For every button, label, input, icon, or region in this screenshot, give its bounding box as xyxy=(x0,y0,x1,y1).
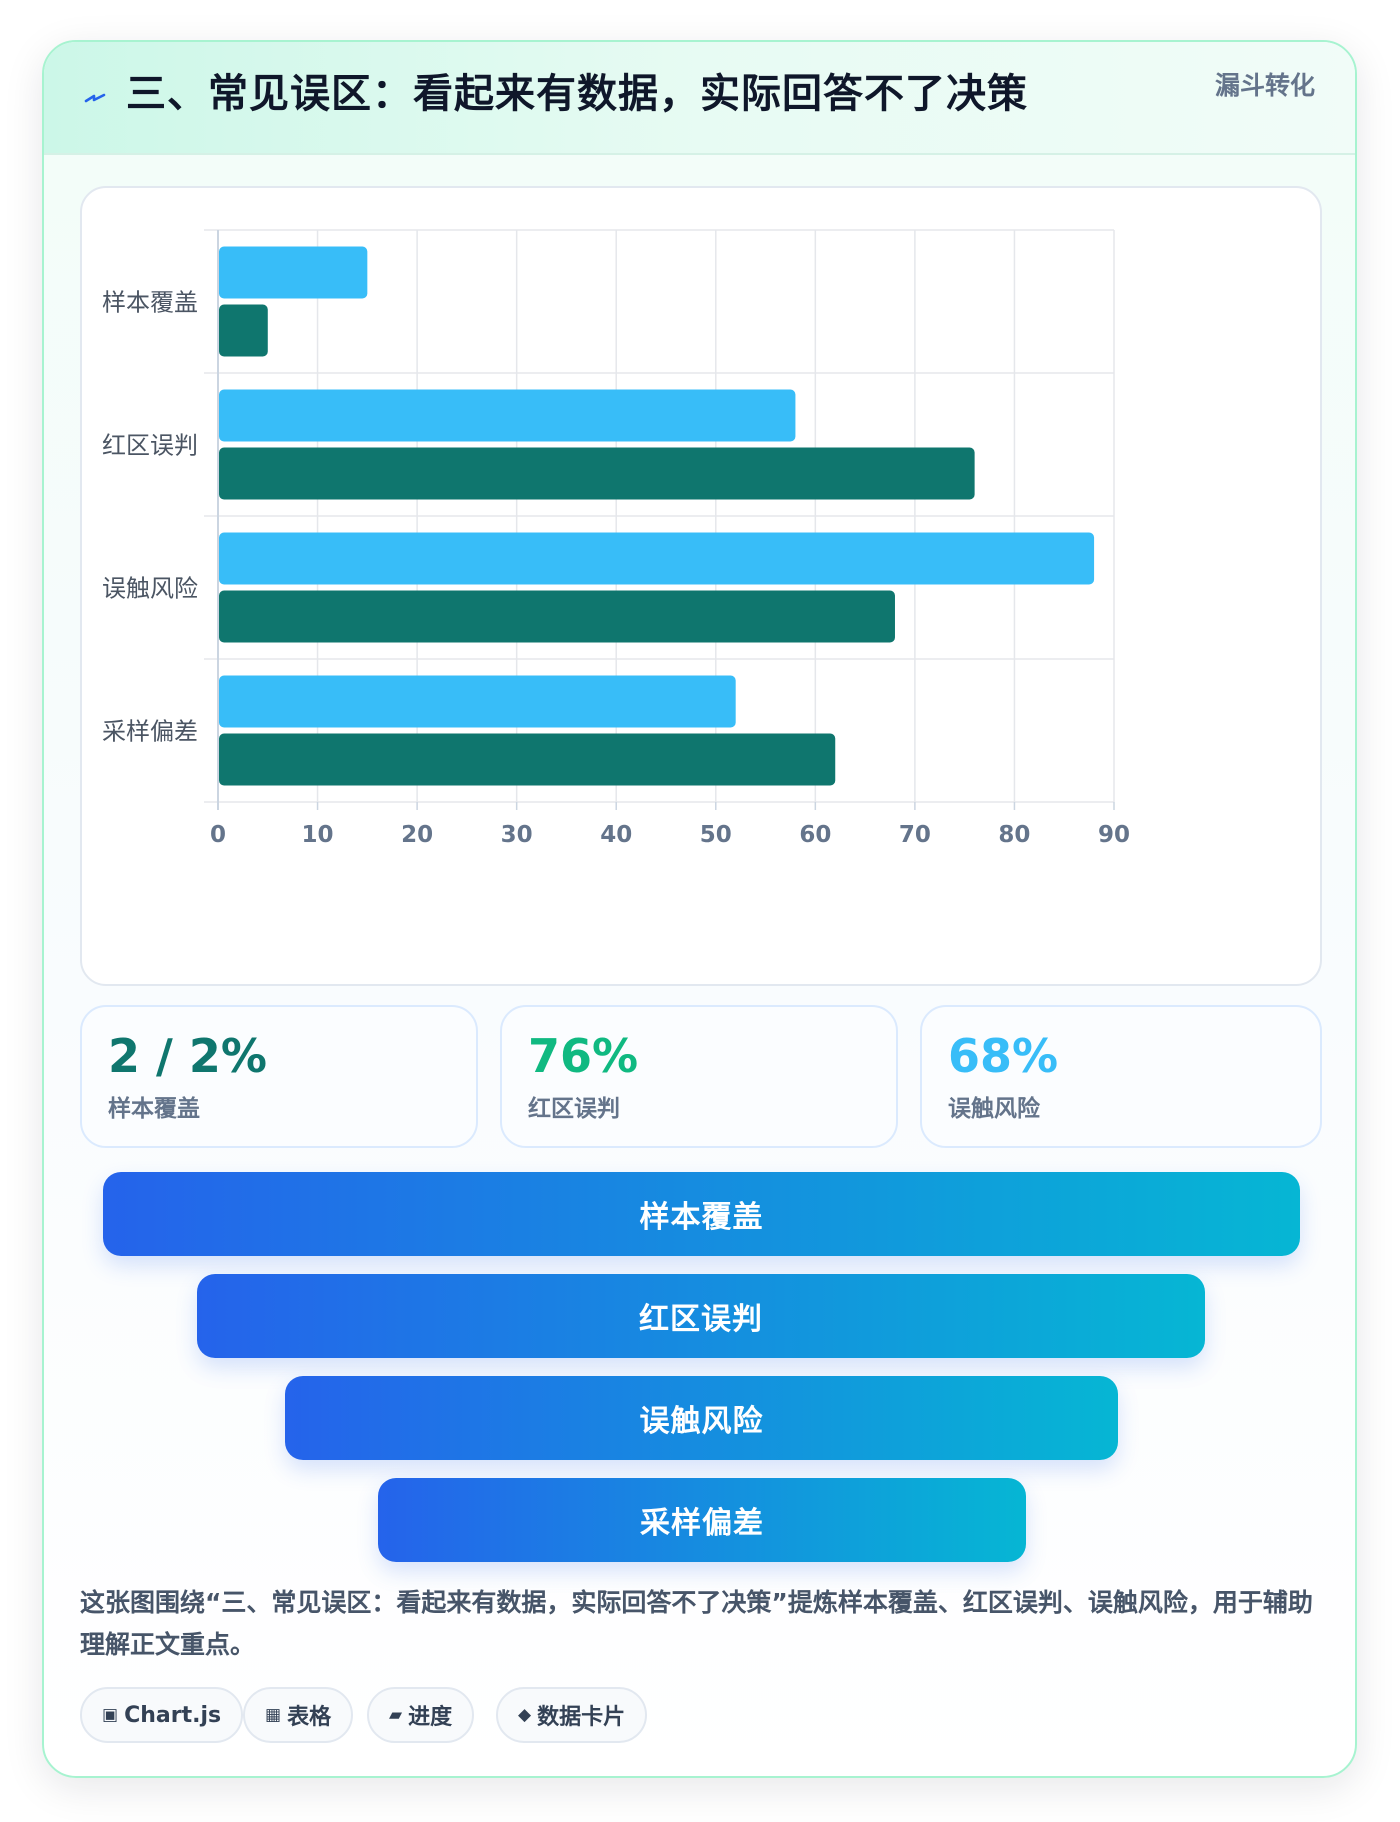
chip-label: 表格 xyxy=(287,1705,332,1730)
funnel-step-2: 红区误判 xyxy=(197,1274,1205,1358)
table-icon: ▦ xyxy=(265,1705,282,1725)
stat-card-sample-coverage: 2 / 2% 样本覆盖 xyxy=(80,1005,478,1148)
bar-1-3 xyxy=(219,532,1095,585)
category-label: 红区误判 xyxy=(102,432,198,460)
infographic-card: 三、常见误区：看起来有数据，实际回答不了决策 漏斗转化 样本覆盖 红区误判 误触风险… xyxy=(42,40,1357,1778)
stat-value: 2 / 2% xyxy=(108,1029,267,1083)
bar-1-2 xyxy=(219,389,796,442)
caption-text: 这张图围绕“三、常见误区：看起来有数据，实际回答不了决策”提炼样本覆盖、红区误判… xyxy=(80,1588,1313,1659)
bar-2-3 xyxy=(219,590,895,643)
chart-panel: 样本覆盖红区误判误触风险采样偏差 0 10 20 30 40 50 60 70 80 90 xyxy=(80,186,1322,986)
x-tick-label: 0 xyxy=(210,822,226,848)
diamond-icon: ◆ xyxy=(518,1705,532,1725)
progress-icon: ▰ xyxy=(389,1705,403,1725)
stat-value: 76% xyxy=(528,1029,639,1083)
lightning-bolt-icon xyxy=(84,93,106,103)
x-tick-label: 60 xyxy=(799,822,831,848)
stat-label: 误触风险 xyxy=(948,1096,1040,1122)
stat-label: 样本覆盖 xyxy=(108,1096,200,1122)
chip-chartjs[interactable]: ▣ Chart.js xyxy=(80,1687,244,1743)
bar-2-1 xyxy=(219,304,268,357)
chip-label: 进度 xyxy=(408,1705,453,1730)
page-title: 三、常见误区：看起来有数据，实际回答不了决策 xyxy=(126,71,1028,117)
header-tag: 漏斗转化 xyxy=(1214,71,1315,100)
funnel-step-3: 误触风险 xyxy=(285,1376,1118,1460)
chip-data-card[interactable]: ◆ 数据卡片 xyxy=(496,1687,648,1743)
category-label: 采样偏差 xyxy=(102,718,198,746)
x-tick-label: 30 xyxy=(501,822,533,848)
stat-card-mistouch-risk: 68% 误触风险 xyxy=(920,1005,1322,1148)
chip-label: 数据卡片 xyxy=(537,1705,626,1730)
stat-label: 红区误判 xyxy=(528,1096,620,1122)
bar-1-4 xyxy=(219,675,736,728)
chip-progress[interactable]: ▰ 进度 xyxy=(367,1687,475,1743)
x-tick-label: 40 xyxy=(600,822,632,848)
stat-card-red-zone: 76% 红区误判 xyxy=(500,1005,898,1148)
stat-value: 68% xyxy=(948,1029,1059,1083)
funnel-step-4: 采样偏差 xyxy=(378,1478,1026,1562)
category-label: 误触风险 xyxy=(102,575,198,603)
x-tick-label: 10 xyxy=(302,822,334,848)
chip-label: Chart.js xyxy=(124,1702,222,1728)
funnel-step-1: 样本覆盖 xyxy=(103,1172,1300,1256)
bar-2-4 xyxy=(219,733,836,786)
chart-icon: ▣ xyxy=(102,1705,119,1725)
card-header: 三、常见误区：看起来有数据，实际回答不了决策 漏斗转化 xyxy=(44,42,1355,155)
x-tick-label: 20 xyxy=(401,822,433,848)
x-tick-label: 80 xyxy=(998,822,1030,848)
category-label: 样本覆盖 xyxy=(102,289,198,317)
chip-table[interactable]: ▦ 表格 xyxy=(243,1687,354,1743)
x-tick-label: 90 xyxy=(1098,822,1130,848)
bar-2-2 xyxy=(219,447,975,500)
x-tick-label: 70 xyxy=(899,822,931,848)
x-tick-label: 50 xyxy=(700,822,732,848)
bar-1-1 xyxy=(219,246,368,299)
